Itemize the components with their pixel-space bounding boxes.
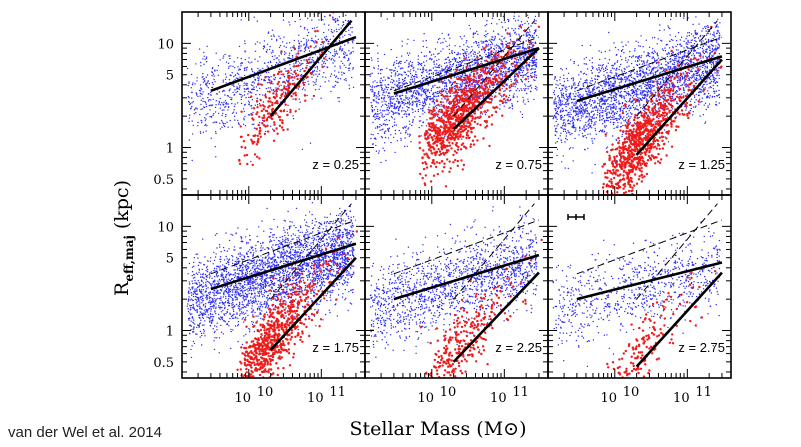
y-tick-label: 1 (166, 325, 174, 340)
x-tick-exponent: 10 (623, 385, 640, 400)
panels-group: z = 0.25 z = 0.75 z = 1.25 z = 1.75 z = 2.25… (181, 11, 732, 379)
redshift-label: z = 0.75 (495, 157, 542, 172)
reference-late-type-line (393, 36, 540, 92)
late-type-fit-line (210, 242, 357, 291)
late-type-fit-line (393, 253, 540, 301)
credit-text: van der Wel et al. 2014 (8, 424, 162, 441)
redshift-label: z = 2.75 (678, 340, 725, 355)
x-tick-exponent: 10 (440, 385, 457, 400)
reference-late-type-line (576, 219, 723, 275)
x-tick-exponent: 11 (512, 385, 529, 400)
x-tick-label: 10 (235, 391, 252, 406)
reference-early-type-line (453, 203, 535, 300)
early-type-fit-line (635, 271, 723, 368)
late-type-points (186, 195, 355, 359)
x-axis-title: Stellar Mass (M⊙) (349, 418, 526, 440)
y-tick-label: 10 (157, 37, 174, 52)
x-tick-label: 10 (418, 391, 435, 406)
late-type-fit-line (210, 35, 357, 93)
x-tick-exponent: 10 (257, 385, 274, 400)
late-type-fit-line (576, 55, 723, 103)
reference-late-type-line (210, 219, 357, 275)
reference-late-type-line (576, 36, 723, 92)
x-tick-labels: 10 10 10 11 10 10 10 11 10 10 10 11 (235, 385, 712, 406)
late-type-points (369, 206, 538, 358)
tick-marks (548, 11, 732, 195)
panel-frame (547, 194, 732, 379)
y-tick-label: 1 (166, 142, 174, 157)
redshift-label: z = 2.25 (495, 340, 542, 355)
y-tick-label: 0.5 (153, 173, 174, 188)
error-bar (567, 214, 585, 220)
early-type-fit-line (635, 58, 723, 156)
late-type-fit-line (393, 46, 540, 95)
late-type-points (186, 12, 355, 163)
y-tick-label: 0.5 (153, 356, 174, 371)
reference-late-type-line (393, 219, 540, 275)
panel-3: z = 1.25 (547, 11, 732, 196)
early-type-fit-line (452, 271, 540, 363)
reference-early-type-line (636, 20, 718, 117)
x-tick-label: 10 (490, 391, 507, 406)
reference-early-type-line (453, 20, 535, 117)
redshift-label: z = 1.25 (678, 157, 725, 172)
early-type-points (236, 230, 358, 378)
panel-1: z = 0.25 (181, 11, 366, 196)
y-axis-title: Reff,maj (kpc) (111, 180, 136, 296)
y-tick-label: 5 (166, 69, 174, 84)
early-type-points (420, 238, 543, 378)
tick-marks (365, 194, 549, 378)
tick-marks (548, 194, 732, 378)
panel-2: z = 0.75 (364, 11, 549, 196)
early-type-fit-line (269, 19, 353, 117)
panel-5: z = 2.25 (364, 194, 549, 379)
panel-4: z = 1.75 (181, 194, 366, 379)
y-tick-label: 5 (166, 252, 174, 267)
late-type-fit-line (576, 261, 723, 301)
x-tick-label: 10 (673, 391, 690, 406)
panel-6: z = 2.75 (547, 194, 732, 379)
y-tick-labels: 0.5 1 5 10 0.5 1 5 10 (153, 37, 174, 371)
redshift-label: z = 1.75 (312, 340, 359, 355)
x-tick-exponent: 11 (329, 385, 346, 400)
redshift-label: z = 0.25 (312, 157, 359, 172)
x-tick-exponent: 11 (695, 385, 712, 400)
reference-early-type-line (636, 203, 718, 300)
tick-marks (182, 11, 366, 195)
x-tick-label: 10 (601, 391, 618, 406)
early-type-fit-line (452, 47, 540, 131)
early-type-fit-line (269, 256, 357, 351)
x-tick-label: 10 (307, 391, 324, 406)
y-tick-label: 10 (157, 220, 174, 235)
reference-early-type-line (270, 203, 352, 300)
